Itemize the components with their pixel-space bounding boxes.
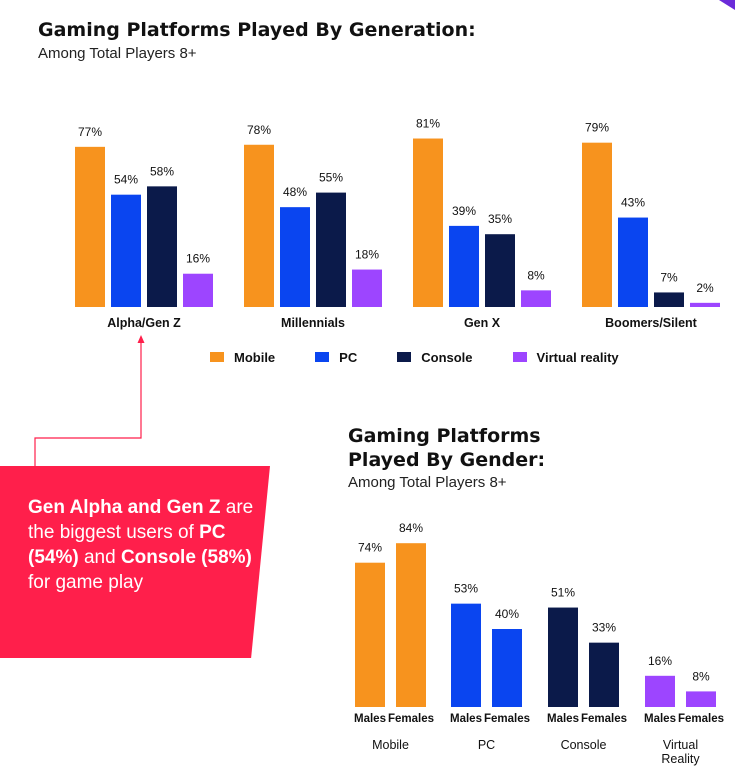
group-label-virtual-reality-line1: Virtual [663, 738, 698, 752]
bar-axis-label-virtual-reality-females: Females [678, 713, 724, 725]
legend-item-console: Console [397, 349, 473, 365]
bar-alpha-gen-z-pc [111, 194, 141, 307]
data-label-alpha-gen-z-virtual-reality: 16% [186, 252, 210, 266]
callout-text-part: are the biggest users of [28, 497, 254, 543]
data-label-millennials-pc: 48% [283, 185, 307, 199]
bar-pc-males [451, 603, 481, 707]
data-label-gen-x-mobile: 81% [416, 117, 440, 131]
bar-alpha-gen-z-console [147, 186, 177, 307]
legend-swatch-console [397, 352, 412, 362]
bar-pc-females [492, 629, 522, 707]
group-label-pc: PC [478, 738, 495, 752]
data-label-boomers-silent-pc: 43% [621, 196, 645, 210]
category-label-alpha-gen-z: Alpha/Gen Z [107, 316, 181, 330]
legend-swatch-pc [315, 352, 330, 362]
bar-console-females [589, 642, 619, 707]
bar-alpha-gen-z-virtual-reality [183, 273, 213, 307]
data-label-pc-males: 53% [454, 582, 478, 596]
bar-axis-label-mobile-females: Females [388, 713, 434, 725]
bar-boomers-silent-pc [618, 217, 648, 307]
bar-mobile-males [355, 562, 385, 707]
generation-bar-chart: 77% 54% 58% 16% Alpha/Gen Z 78% 48% 55% 18% Mille… [75, 117, 720, 330]
data-label-gen-x-pc: 39% [452, 204, 476, 218]
generation-chart-title: Gaming Platforms Played By Generation: [38, 19, 476, 41]
bar-millennials-pc [280, 207, 310, 307]
data-label-boomers-silent-console: 7% [660, 270, 678, 284]
bar-millennials-console [316, 192, 346, 307]
data-label-boomers-silent-virtual-reality: 2% [696, 281, 714, 295]
data-label-alpha-gen-z-pc: 54% [114, 173, 138, 187]
data-label-millennials-virtual-reality: 18% [355, 248, 379, 262]
data-label-alpha-gen-z-mobile: 77% [78, 125, 102, 139]
data-label-boomers-silent-mobile: 79% [585, 121, 609, 135]
data-label-gen-x-virtual-reality: 8% [527, 268, 545, 282]
generation-chart-subtitle: Among Total Players 8+ [38, 45, 197, 62]
data-label-console-males: 51% [551, 586, 575, 600]
legend-swatch-vr [512, 352, 527, 362]
data-label-virtual-reality-males: 16% [648, 654, 672, 668]
bar-axis-label-pc-males: Males [450, 713, 482, 725]
callout-highlight-console: Console (58%) [120, 547, 252, 568]
bar-axis-label-mobile-males: Males [354, 713, 386, 725]
bar-axis-label-console-females: Females [581, 713, 627, 725]
bar-boomers-silent-virtual-reality [690, 302, 720, 307]
callout-highlight-generation: Gen Alpha and Gen Z [28, 497, 221, 518]
bar-alpha-gen-z-mobile [75, 146, 105, 307]
bar-gen-x-console [485, 234, 515, 307]
bar-millennials-virtual-reality [352, 269, 382, 307]
bar-gen-x-virtual-reality [521, 290, 551, 307]
corner-accent-shape [719, 0, 735, 10]
bar-console-males [548, 607, 578, 707]
data-label-pc-females: 40% [495, 607, 519, 621]
group-label-virtual-reality-line2: Reality [661, 752, 700, 766]
bar-gen-x-mobile [413, 138, 443, 307]
callout-text-part: for game play [28, 572, 144, 593]
generation-chart-legend: Mobile PC Console Virtual reality [210, 348, 619, 366]
bar-virtual-reality-females [686, 691, 716, 707]
gender-chart-subtitle: Among Total Players 8+ [348, 474, 507, 491]
data-label-gen-x-console: 35% [488, 212, 512, 226]
bar-axis-label-pc-females: Females [484, 713, 530, 725]
gender-chart-title-line1: Gaming Platforms [348, 425, 541, 447]
data-label-millennials-mobile: 78% [247, 123, 271, 137]
data-label-alpha-gen-z-console: 58% [150, 164, 174, 178]
bar-millennials-mobile [244, 144, 274, 307]
callout-highlight-pc: PC (54%) [28, 522, 226, 568]
category-label-boomers-silent: Boomers/Silent [605, 316, 698, 330]
data-label-virtual-reality-females: 8% [692, 669, 710, 683]
gender-chart-title-line2: Played By Gender: [348, 449, 546, 471]
bar-axis-label-virtual-reality-males: Males [644, 713, 676, 725]
gender-chart-title: Gaming Platforms Played By Gender: [348, 424, 545, 472]
legend-label-console: Console [421, 349, 473, 365]
data-label-mobile-males: 74% [358, 541, 382, 555]
callout-text-part: and [78, 547, 121, 568]
category-label-millennials: Millennials [281, 316, 345, 330]
bar-boomers-silent-mobile [582, 142, 612, 307]
legend-item-mobile: Mobile [210, 350, 275, 365]
bar-mobile-females [396, 543, 426, 707]
callout-text: Gen Alpha and Gen Z are the biggest user… [28, 495, 268, 595]
group-label-console: Console [561, 738, 607, 752]
legend-label-pc: PC [339, 349, 358, 365]
bar-gen-x-pc [449, 225, 479, 307]
legend-item-vr: Virtual reality [512, 349, 619, 365]
data-label-console-females: 33% [592, 621, 616, 635]
data-label-mobile-females: 84% [399, 521, 423, 535]
legend-item-pc: PC [315, 350, 357, 365]
callout-box [0, 466, 270, 658]
group-label-mobile: Mobile [372, 738, 409, 752]
legend-label-mobile: Mobile [234, 349, 276, 365]
bar-boomers-silent-console [654, 292, 684, 307]
data-label-millennials-console: 55% [319, 171, 343, 185]
legend-label-vr: Virtual reality [536, 349, 619, 365]
legend-swatch-mobile [210, 352, 224, 362]
bar-virtual-reality-males [645, 675, 675, 707]
category-label-gen-x: Gen X [464, 316, 501, 330]
bar-axis-label-console-males: Males [547, 713, 579, 725]
